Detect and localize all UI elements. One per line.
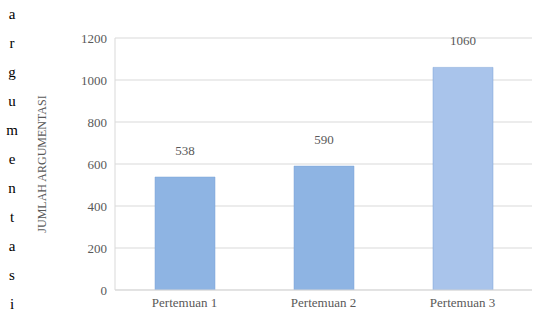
svg-text:1060: 1060 — [450, 33, 476, 48]
html-text:r: r — [9, 35, 15, 51]
svg-text:600: 600 — [88, 157, 108, 172]
svg-text:JUMLAH ARGUMENTASI: JUMLAH ARGUMENTASI — [35, 95, 49, 232]
html-text:a: a — [8, 238, 16, 254]
html-text:m: m — [6, 122, 18, 138]
svg-text:400: 400 — [88, 199, 108, 214]
svg-text:Pertemuan 1: Pertemuan 1 — [152, 295, 217, 310]
svg-text:590: 590 — [314, 132, 334, 147]
html-text:e: e — [8, 151, 16, 167]
svg-text:Pertemuan 3: Pertemuan 3 — [430, 295, 495, 310]
svg-text:1000: 1000 — [81, 73, 107, 88]
html-text:i: i — [9, 296, 15, 312]
svg-text:Pertemuan 2: Pertemuan 2 — [291, 295, 356, 310]
svg-text:1200: 1200 — [81, 31, 107, 46]
html-text:t: t — [9, 209, 15, 225]
html-text:n: n — [8, 180, 16, 196]
svg-text:538: 538 — [175, 143, 195, 158]
svg-text:800: 800 — [88, 115, 108, 130]
html-text:u: u — [8, 93, 16, 109]
html-text:a: a — [8, 6, 16, 22]
html-text:g: g — [8, 64, 16, 80]
svg-text:200: 200 — [88, 241, 108, 256]
svg-text:0: 0 — [101, 283, 108, 298]
html-text:s: s — [9, 267, 15, 283]
